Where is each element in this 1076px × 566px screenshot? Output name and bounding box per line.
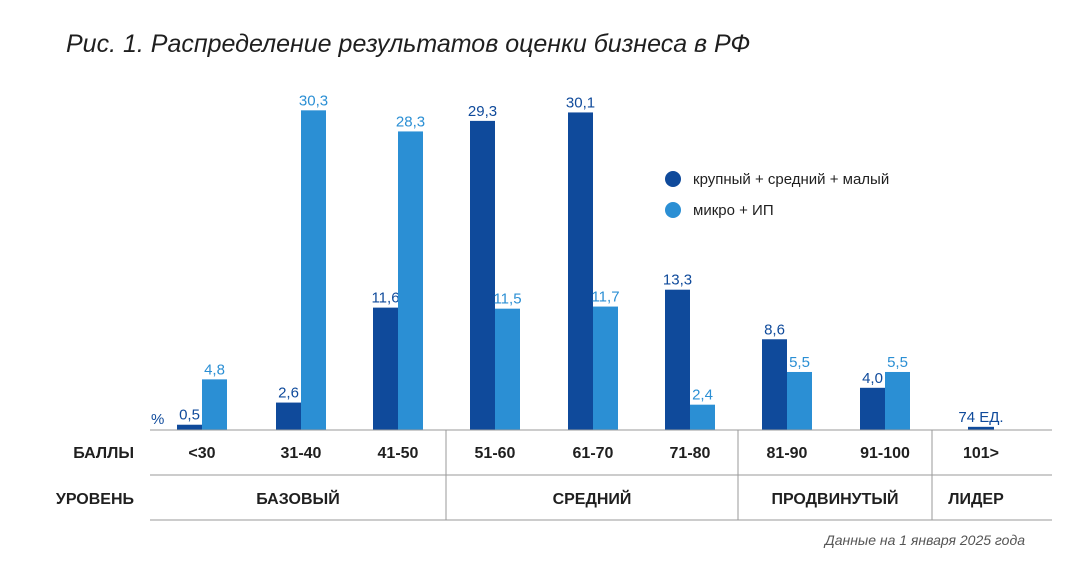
bar-micro-ip-6: [787, 371, 812, 430]
data-date-note: Данные на 1 января 2025 года: [824, 532, 1025, 548]
scores-row-label: БАЛЛЫ: [73, 445, 134, 462]
data-label: 11,7: [591, 289, 619, 306]
category-label: 61-70: [573, 445, 614, 462]
legend-label-0: крупный + средний + малый: [693, 171, 889, 188]
data-label: 4,0: [862, 370, 883, 387]
data-label: 74 ЕД.: [958, 409, 1003, 426]
level-group-label: БАЗОВЫЙ: [256, 489, 339, 508]
level-group-label: СРЕДНИЙ: [553, 489, 632, 508]
bar-micro-ip-7: [885, 371, 910, 430]
bar-large-medium-small-0: [177, 424, 202, 430]
category-label: 101>: [963, 445, 999, 462]
data-label: 5,5: [887, 354, 908, 371]
level-group-label: ЛИДЕР: [948, 491, 1004, 508]
data-label: 5,5: [789, 354, 810, 371]
legend-marker-0: [665, 171, 681, 187]
data-label: 4,8: [204, 361, 225, 378]
bar-large-medium-small-3: [470, 120, 495, 430]
bar-large-medium-small-8: [968, 426, 994, 430]
bar-large-medium-small-7: [860, 387, 885, 430]
data-label: 30,1: [566, 94, 595, 111]
data-label: 28,3: [396, 113, 425, 130]
level-group-label: ПРОДВИНУТЫЙ: [771, 489, 898, 508]
category-label: <30: [188, 445, 215, 462]
category-label: 81-90: [767, 445, 808, 462]
data-label: 0,5: [179, 407, 200, 424]
legend-marker-1: [665, 202, 681, 218]
category-label: 41-50: [378, 445, 419, 462]
bar-micro-ip-5: [690, 404, 715, 430]
bar-large-medium-small-1: [276, 402, 301, 430]
bar-micro-ip-1: [301, 110, 326, 431]
data-label: 30,3: [299, 92, 328, 109]
bar-micro-ip-2: [398, 131, 423, 430]
data-label: 29,3: [468, 103, 497, 120]
level-row-label: УРОВЕНЬ: [56, 491, 134, 508]
bar-micro-ip-4: [593, 306, 618, 430]
chart-title: Рис. 1. Распределение результатов оценки…: [66, 30, 751, 58]
bar-large-medium-small-2: [373, 307, 398, 430]
bar-large-medium-small-6: [762, 339, 787, 430]
legend-label-1: микро + ИП: [693, 202, 774, 219]
category-label: 91-100: [860, 445, 910, 462]
bar-large-medium-small-4: [568, 112, 593, 430]
data-label: 2,6: [278, 385, 299, 402]
bar-large-medium-small-5: [665, 289, 690, 430]
bar-micro-ip-0: [202, 379, 227, 430]
unit-label: %: [151, 411, 164, 428]
category-label: 31-40: [281, 445, 322, 462]
data-label: 11,6: [371, 290, 399, 307]
data-label: 13,3: [663, 272, 692, 289]
data-label: 8,6: [764, 321, 785, 338]
category-label: 71-80: [670, 445, 711, 462]
category-label: 51-60: [475, 445, 516, 462]
data-label: 11,5: [493, 291, 521, 308]
bar-micro-ip-3: [495, 308, 520, 430]
data-label: 2,4: [692, 387, 713, 404]
